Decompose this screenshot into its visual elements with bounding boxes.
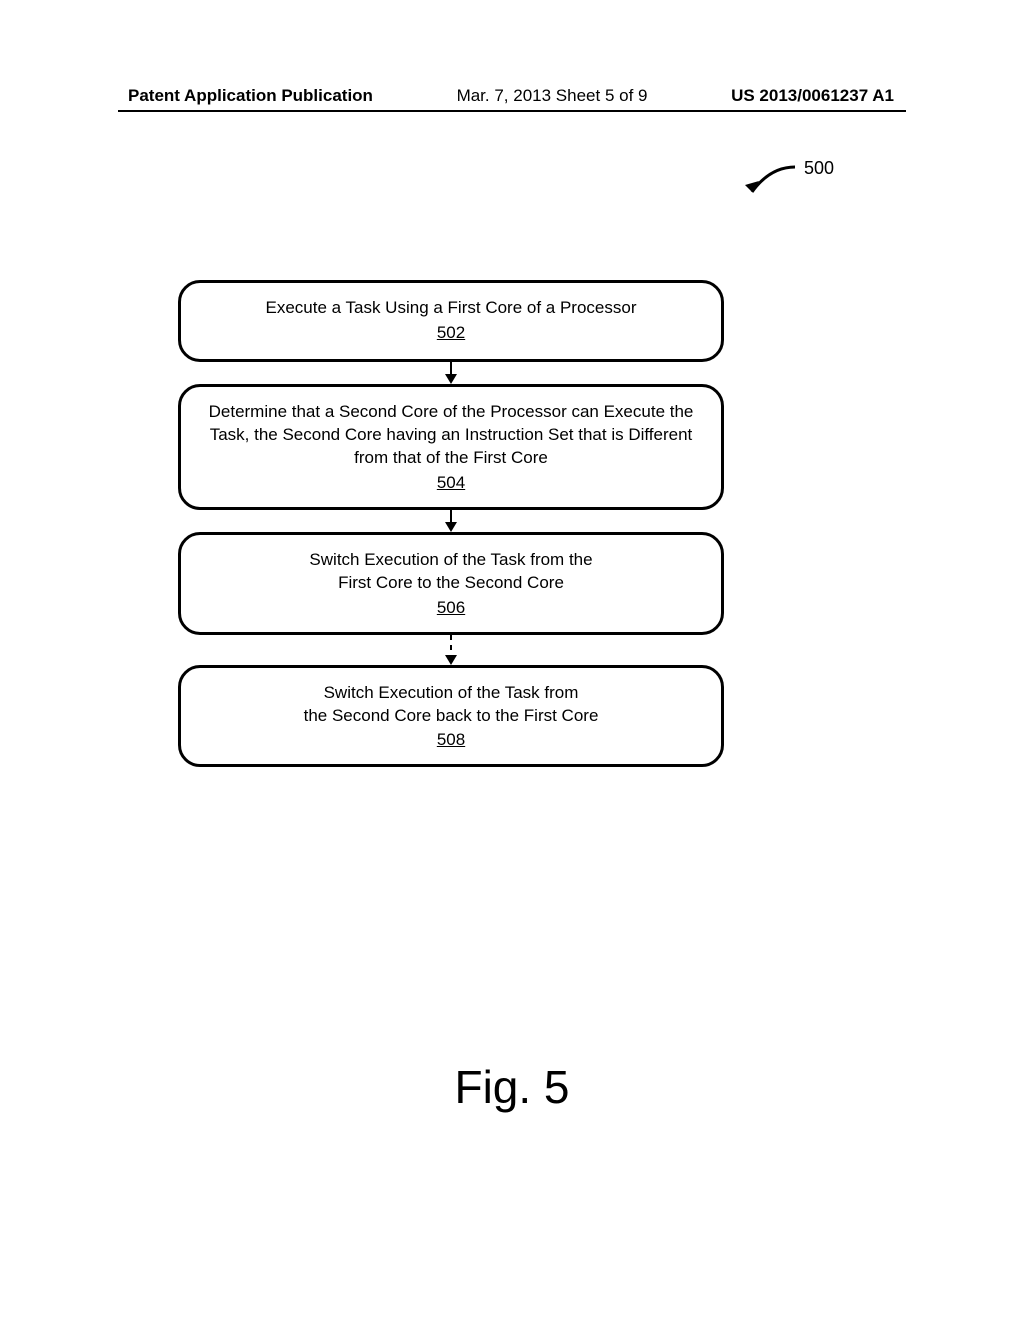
page: Patent Application Publication Mar. 7, 2…	[0, 0, 1024, 1320]
flow-node-text: Determine that a Second Core of the Proc…	[201, 401, 701, 470]
flowchart: Execute a Task Using a First Core of a P…	[178, 280, 724, 767]
page-header: Patent Application Publication Mar. 7, 2…	[0, 86, 1024, 106]
flow-node-number: 508	[437, 729, 465, 752]
header-rule	[118, 110, 906, 112]
flow-edge-504-506	[178, 510, 724, 532]
flow-edge-502-504	[178, 362, 724, 384]
flow-edge-506-508	[178, 635, 724, 665]
flow-node-number: 502	[437, 322, 465, 345]
flow-node-504: Determine that a Second Core of the Proc…	[178, 384, 724, 510]
flow-node-text: Switch Execution of the Task from theFir…	[201, 549, 701, 595]
flow-node-text: Execute a Task Using a First Core of a P…	[201, 297, 701, 320]
reference-label: 500	[804, 158, 834, 179]
flow-node-number: 506	[437, 597, 465, 620]
reference-arrow-icon	[740, 162, 800, 202]
header-left: Patent Application Publication	[128, 86, 373, 106]
flow-node-number: 504	[437, 472, 465, 495]
flow-node-text: Switch Execution of the Task fromthe Sec…	[201, 682, 701, 728]
flow-node-506: Switch Execution of the Task from theFir…	[178, 532, 724, 635]
header-right: US 2013/0061237 A1	[731, 86, 894, 106]
figure-label: Fig. 5	[0, 1060, 1024, 1114]
flow-node-502: Execute a Task Using a First Core of a P…	[178, 280, 724, 362]
header-mid: Mar. 7, 2013 Sheet 5 of 9	[457, 86, 648, 106]
flow-node-508: Switch Execution of the Task fromthe Sec…	[178, 665, 724, 768]
